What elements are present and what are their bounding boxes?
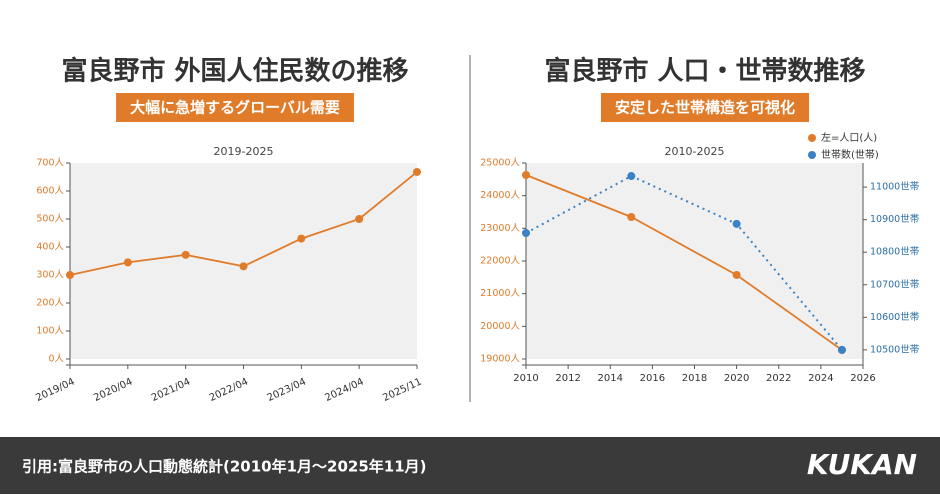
legend-label: 左=人口(人): [821, 131, 877, 144]
y-tick-label: 200人: [36, 298, 64, 309]
legend-marker: [808, 134, 816, 142]
x-tick-label: 2024/04: [323, 376, 365, 404]
subtitle-banner: [116, 93, 354, 122]
data-point: [522, 170, 530, 179]
data-point: [522, 229, 530, 237]
data-point: [413, 167, 421, 176]
y-tick-label: 700人: [36, 158, 64, 169]
series-line: [525, 174, 843, 351]
chart-title: 富良野市 外国人住民数の推移: [61, 56, 408, 87]
period: 2010-2025: [665, 145, 725, 158]
y-tick-label: 100人: [36, 326, 64, 337]
y-tick-label: 400人: [36, 242, 64, 253]
y-tick-label: 600人: [36, 186, 64, 197]
y-tick-label: 22000人: [480, 256, 520, 267]
data-point: [181, 250, 190, 259]
x-tick-label: 2025/11: [381, 376, 423, 404]
logo: KUKAN: [807, 448, 917, 481]
y-tick-label: 20000人: [480, 321, 520, 332]
y2-tick-label: 10600世帯: [870, 311, 920, 323]
subtitle: 大幅に急増するグローバル需要: [130, 99, 340, 117]
legend-marker: [808, 151, 816, 159]
y-tick-label: 19000人: [480, 354, 520, 365]
period: 2019-2025: [214, 145, 274, 158]
data-point: [123, 258, 132, 267]
subtitle-banner: [600, 93, 810, 122]
data-point: [297, 234, 306, 243]
x-tick-label: 2020: [724, 373, 749, 384]
y2-tick-label: 10500世帯: [870, 343, 920, 355]
legend-label: 世帯数(世帯): [821, 148, 879, 161]
x-tick-label: 2018: [682, 373, 707, 384]
source: 引用:富良野市の人口動態統計(2010年1月〜2025年11月): [22, 458, 427, 476]
plot-area: [526, 163, 863, 359]
y2-tick-label: 11000世帯: [870, 181, 920, 193]
data-point: [66, 271, 74, 279]
chart-title: 富良野市 人口・世帯数推移: [544, 56, 865, 87]
x-tick-label: 2022: [766, 373, 791, 384]
data-point: [732, 219, 741, 228]
y-tick-label: 24000人: [480, 190, 520, 201]
x-tick-label: 2014: [598, 373, 623, 384]
subtitle: 安定した世帯構造を可視化: [615, 99, 795, 117]
y-tick-label: 25000人: [480, 158, 520, 169]
x-tick-label: 2019/04: [34, 376, 76, 404]
data-point: [627, 212, 636, 221]
x-tick-label: 2010: [513, 373, 538, 384]
y-tick-label: 23000人: [480, 223, 520, 234]
x-tick-label: 2012: [555, 373, 580, 384]
footer-bar: [0, 437, 940, 494]
x-tick-label: 2024: [808, 373, 833, 384]
y-tick-label: 500人: [36, 214, 64, 225]
y2-tick-label: 10700世帯: [870, 278, 920, 290]
data-point: [627, 172, 636, 181]
x-tick-label: 2022/04: [208, 376, 250, 404]
x-tick-label: 2020/04: [92, 376, 134, 404]
y2-tick-label: 10800世帯: [870, 246, 920, 258]
y-tick-label: 21000人: [480, 288, 520, 299]
y-tick-label: 300人: [36, 270, 64, 281]
data-point: [732, 270, 741, 279]
x-tick-label: 2021/04: [150, 376, 192, 404]
data-point: [355, 215, 364, 223]
data-point: [837, 345, 846, 354]
plot-area: [70, 163, 417, 359]
x-tick-label: 2016: [640, 373, 665, 384]
x-tick-label: 2023/04: [266, 376, 308, 404]
x-tick-label: 2026: [850, 373, 875, 384]
data-point: [239, 262, 248, 271]
y2-tick-label: 10900世帯: [870, 213, 920, 225]
y-tick-label: 0人: [48, 354, 64, 365]
